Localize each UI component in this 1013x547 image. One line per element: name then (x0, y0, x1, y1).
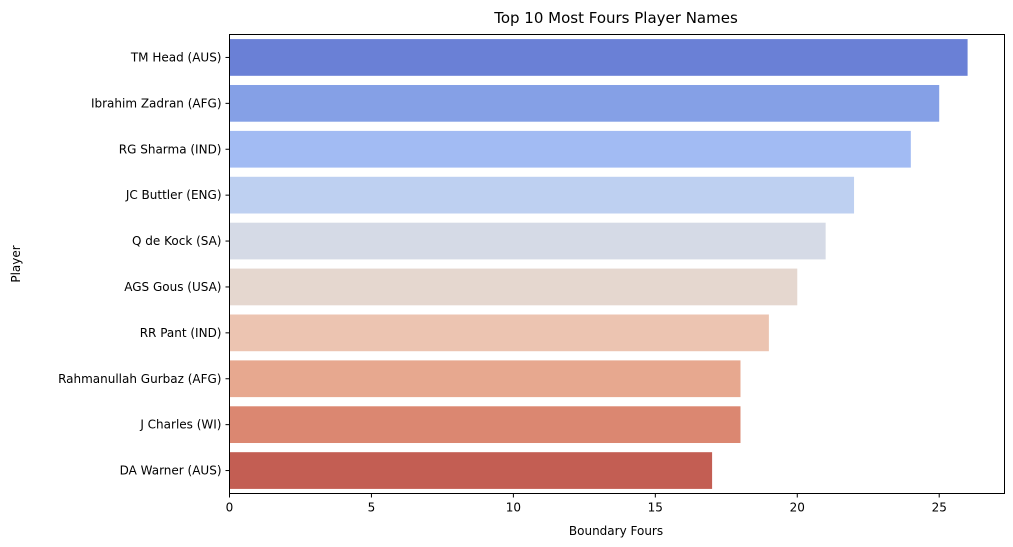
bar (229, 222, 826, 260)
bars-group (229, 39, 968, 489)
plot-frame (229, 34, 1005, 494)
bar (229, 314, 769, 352)
x-tick-label: 20 (790, 501, 805, 515)
y-tick-label: Rahmanullah Gurbaz (AFG) (58, 372, 221, 386)
y-tick-label: RG Sharma (IND) (119, 142, 222, 156)
x-tick-label: 0 (226, 501, 234, 515)
x-ticks: 0 5 10 15 20 25 (226, 493, 947, 515)
bar (229, 130, 911, 168)
x-tick-label: 15 (648, 501, 663, 515)
chart-title: Top 10 Most Fours Player Names (493, 9, 738, 27)
y-tick-label: AGS Gous (USA) (124, 280, 221, 294)
y-tick-label: DA Warner (AUS) (120, 464, 222, 478)
bar (229, 39, 968, 76)
y-tick-label: Ibrahim Zadran (AFG) (91, 96, 222, 110)
y-axis-label: Player (9, 245, 23, 282)
bar (229, 84, 940, 122)
y-tick-label: JC Buttler (ENG) (125, 188, 222, 202)
y-tick-labels: TM Head (AUS) Ibrahim Zadran (AFG) RG Shar… (58, 50, 230, 478)
x-axis-label: Boundary Fours (569, 524, 663, 538)
bar (229, 268, 798, 306)
y-tick-label: RR Pant (IND) (140, 326, 222, 340)
x-tick-label: 10 (506, 501, 521, 515)
x-tick-label: 25 (932, 501, 947, 515)
x-tick-label: 5 (368, 501, 376, 515)
bar (229, 176, 855, 214)
bar (229, 452, 713, 489)
y-tick-label: Q de Kock (SA) (132, 234, 221, 248)
y-tick-label: J Charles (WI) (139, 418, 221, 432)
y-tick-label: TM Head (AUS) (130, 50, 222, 64)
bar (229, 406, 741, 444)
bar (229, 360, 741, 398)
